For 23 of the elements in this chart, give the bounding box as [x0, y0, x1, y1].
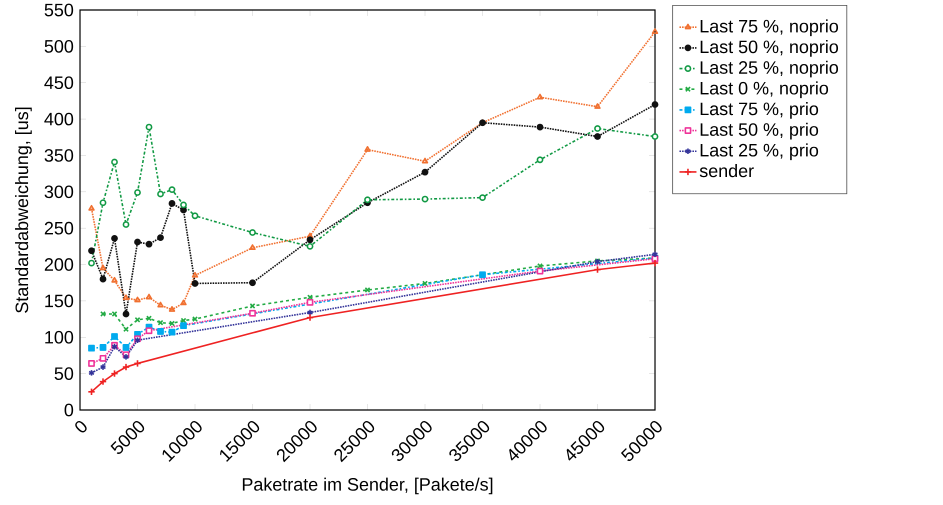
- y-tick-label: 250: [44, 222, 74, 235]
- legend-label: Last 50 %, noprio: [700, 40, 838, 57]
- legend-label: sender: [700, 164, 754, 178]
- y-tick-label: 150: [45, 294, 74, 308]
- legend-label: Last 50 %, prio: [700, 122, 818, 140]
- x-tick-label: 0: [75, 420, 87, 432]
- y-tick-label: 100: [45, 330, 74, 344]
- y-tick-label: 0: [64, 404, 74, 416]
- y-tick-label: 500: [44, 40, 74, 53]
- legend-label: Last 75 %, noprio: [700, 19, 838, 36]
- y-tick-label: 450: [44, 76, 74, 90]
- y-tick-label: 200: [44, 258, 74, 271]
- x-axis-title: Paketrate im Sender, [Pakete/s]: [242, 478, 492, 494]
- legend-label: Last 0 %, noprio: [700, 81, 828, 98]
- legend-label: Last 75 %, prio: [700, 102, 818, 119]
- y-tick-label: 400: [44, 112, 74, 126]
- y-tick-label: 300: [44, 185, 74, 198]
- y-axis-title: Standardabweichung, [us]: [15, 108, 32, 313]
- y-tick-label: 350: [44, 149, 74, 162]
- legend-label: Last 25 %, noprio: [700, 60, 838, 78]
- legend-label: Last 25 %, prio: [700, 143, 818, 160]
- y-tick-label: 550: [44, 4, 74, 16]
- y-tick-label: 50: [54, 367, 74, 380]
